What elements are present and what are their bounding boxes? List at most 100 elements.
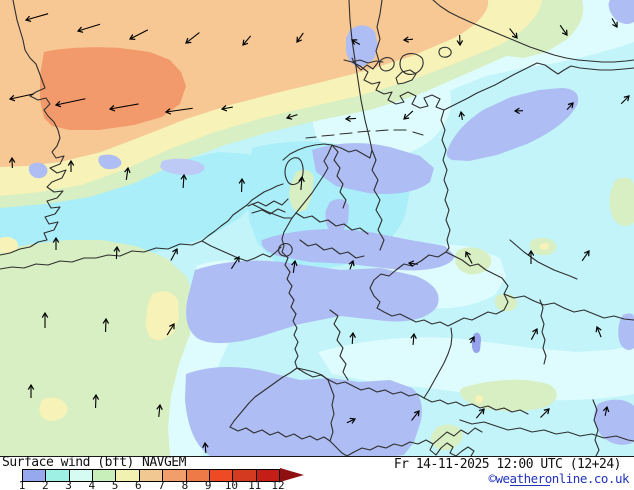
region-peri-germany-south-band — [261, 229, 455, 271]
region-peri-topright-corner — [608, 0, 634, 24]
region-green-france — [0, 240, 195, 456]
border-at-slo-border — [423, 397, 529, 415]
border-luxembourg — [278, 243, 293, 257]
region-lake-sliver — [472, 332, 481, 354]
scale-tick-label: 7 — [158, 479, 165, 490]
border-frisian-islands — [305, 129, 424, 139]
wind-arrow — [170, 247, 178, 261]
scale-segment — [209, 470, 234, 481]
model-label: NAVGEM — [142, 455, 186, 470]
scale-tick-label: 8 — [181, 479, 189, 490]
border-britain-east-coast — [0, 0, 67, 256]
wind-arrow — [220, 105, 233, 112]
scale-tick-label: 11 — [248, 479, 262, 490]
wind-arrow — [108, 103, 139, 112]
wind-arrow — [202, 441, 209, 454]
region-yellow-vienna-dot — [539, 243, 549, 250]
border-zealand-island — [399, 53, 424, 75]
border-bornholm-island — [438, 46, 452, 58]
scale-segment — [23, 470, 47, 481]
border-swiss-west-border — [229, 367, 298, 428]
wind-arrow — [566, 102, 574, 111]
wind-arrow — [164, 107, 193, 115]
wind-arrow — [8, 93, 34, 102]
region-bright-channel-england — [0, 152, 267, 268]
wind-arrow — [230, 256, 240, 270]
border-swiss-south-border — [229, 426, 331, 442]
datetime-label: Fr 14-11-2025 12:00 UTC (12+24) — [393, 457, 622, 472]
border-german-baltic-coast — [351, 61, 445, 111]
wind-arrow — [298, 175, 305, 190]
wind-arrow — [128, 29, 149, 41]
wind-arrow — [291, 259, 298, 273]
border-state-border-nrw — [331, 144, 347, 209]
border-pl-sk-border — [509, 239, 578, 280]
scale-segment — [116, 470, 140, 481]
border-be-nl-border — [251, 203, 293, 219]
scale-tick-label: 9 — [204, 479, 212, 490]
border-polish-coast — [443, 62, 634, 111]
wind-arrow — [54, 98, 86, 108]
scale-segment — [69, 470, 94, 481]
border-hu-hr-border — [459, 419, 634, 442]
wind-arrow — [410, 332, 417, 346]
border-dutch-north-coast — [282, 143, 333, 161]
border-de-pl-border — [440, 109, 451, 253]
border-sweden-coast — [432, 0, 634, 63]
region-peri-alps-north — [186, 260, 439, 344]
region-green-slovakia-spot — [494, 293, 518, 312]
copyright-link[interactable]: ©weatheronline.co.uk — [488, 471, 629, 486]
border-swiss-east-border — [296, 367, 335, 442]
border-croatia-inner-border — [592, 399, 600, 456]
border-state-border-elbe — [371, 149, 385, 251]
wind-map — [0, 0, 634, 457]
wind-arrow — [24, 13, 49, 22]
scale-tick-label: 10 — [224, 479, 239, 490]
region-yellow-france-2 — [39, 397, 68, 421]
scale-tick-label: 1 — [18, 479, 26, 490]
border-belgian-dutch-coast — [201, 183, 284, 242]
border-czech-ring — [369, 251, 509, 327]
region-green-hungary-band — [459, 379, 557, 412]
wind-arrow — [344, 115, 357, 123]
wind-scale-bar — [22, 469, 280, 482]
region-peri-right-mid — [618, 313, 634, 351]
region-green-slovenia — [430, 424, 463, 451]
region-peri-england-2 — [98, 154, 122, 170]
wind-arrow — [602, 405, 610, 416]
copyright-label: ©weatheronline.co.uk — [488, 471, 629, 486]
wind-arrow — [350, 39, 361, 45]
border-state-border-hesse — [299, 239, 365, 259]
border-slovenia-border — [432, 427, 483, 445]
wind-scale-ticks: 1 2 3 4 5 6 7 8 9 10 11 12 — [18, 479, 322, 490]
region-green-right-edge — [609, 177, 634, 227]
region-yellow-hungary-dot — [475, 395, 484, 404]
region-green-kassel-spot — [289, 170, 314, 212]
wind-arrow — [509, 28, 518, 39]
region-peri-england-1 — [28, 162, 48, 179]
border-be-fr-border — [201, 240, 282, 262]
wind-arrow — [620, 95, 630, 105]
border-delta-islands — [247, 198, 289, 215]
region-peri-baltic-low — [446, 88, 579, 161]
wind-arrow — [124, 166, 131, 180]
scale-segment — [93, 470, 117, 481]
wind-arrow — [285, 113, 298, 120]
wind-scale: 1 2 3 4 5 6 7 8 9 10 11 12 — [18, 468, 322, 490]
wind-arrow — [458, 110, 465, 120]
scale-tick-label: 3 — [65, 479, 72, 490]
wind-arrow — [611, 18, 618, 29]
product-label: Surface wind (bft) — [2, 455, 134, 470]
border-ruegen-island — [395, 69, 417, 85]
region-peri-alps-south — [185, 366, 422, 456]
wind-arrow — [185, 32, 200, 44]
wind-arrow — [411, 410, 420, 421]
border-jutland-west-coast — [348, 0, 373, 151]
border-fr-de-rhine-border — [281, 251, 299, 369]
wind-arrow — [403, 110, 414, 120]
scale-tick-label: 2 — [41, 479, 49, 490]
scale-tick-label: 5 — [111, 479, 119, 490]
border-inn-border — [423, 327, 453, 399]
border-state-border-bavaria — [329, 309, 349, 381]
